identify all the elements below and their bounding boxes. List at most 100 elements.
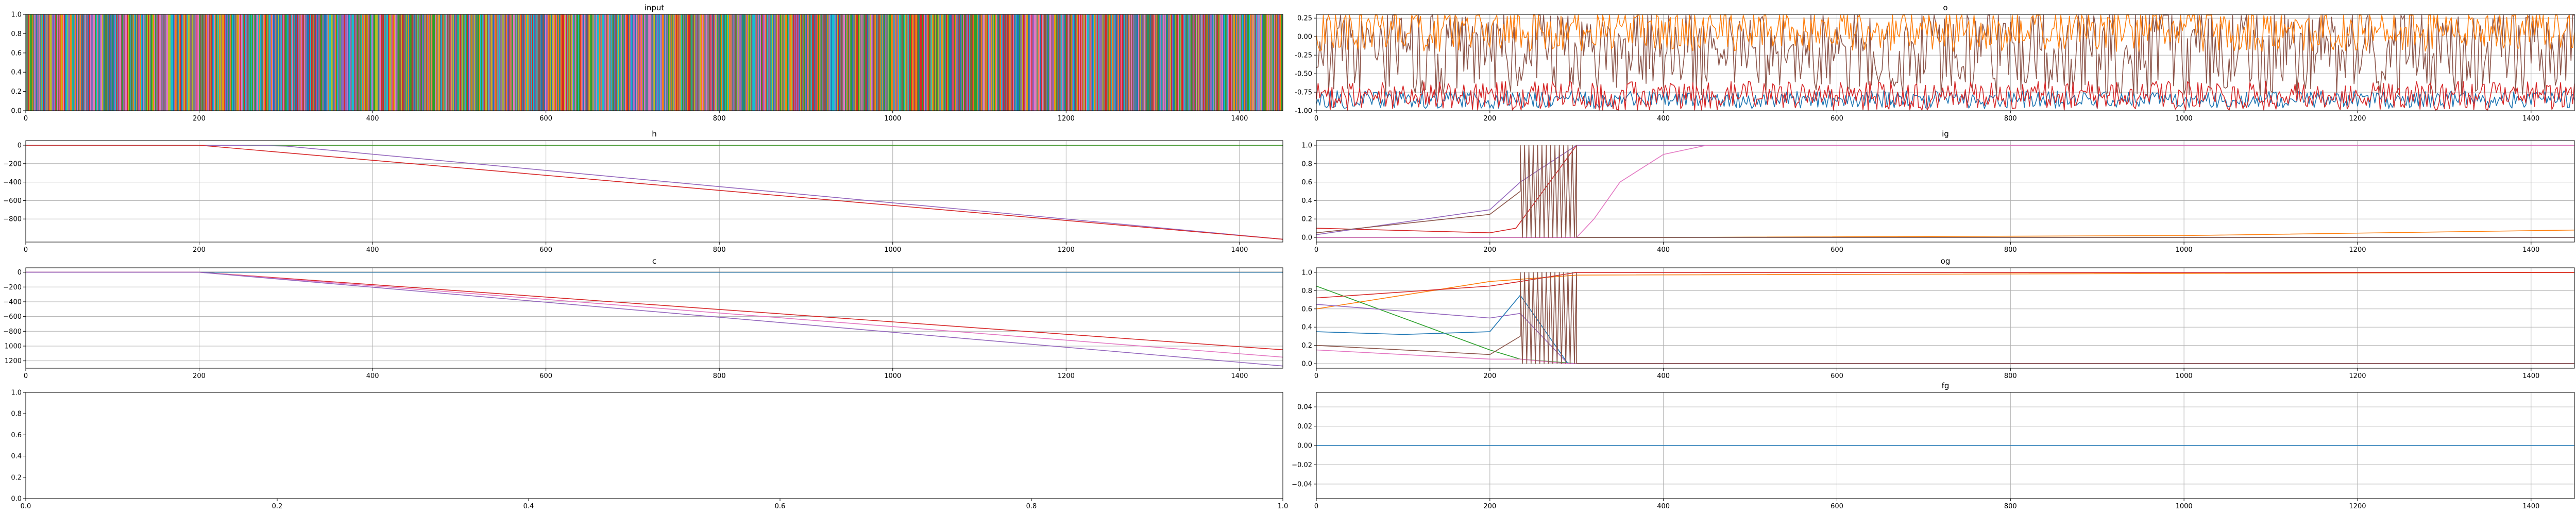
input-bar [536, 14, 538, 111]
input-bar [753, 14, 755, 111]
input-bar [504, 14, 506, 111]
x-tick-label: 1400 [2522, 246, 2539, 254]
x-tick-label: 0.0 [21, 503, 31, 510]
x-tick-label: 200 [193, 115, 206, 123]
input-bar [1235, 14, 1236, 111]
input-bar [1180, 14, 1182, 111]
input-bar [531, 14, 533, 111]
input-bar [1014, 14, 1015, 111]
input-bar [112, 14, 114, 111]
input-bar [539, 14, 541, 111]
input-bar [193, 14, 195, 111]
input-bar [366, 14, 368, 111]
input-bar [243, 14, 245, 111]
input-bar [459, 14, 461, 111]
input-bar [301, 14, 303, 111]
input-bar [482, 14, 484, 111]
input-bar [79, 14, 81, 111]
input-bar [76, 14, 77, 111]
input-bar [826, 14, 827, 111]
input-bar [738, 14, 740, 111]
x-tick-label: 600 [539, 372, 552, 380]
input-bar [698, 14, 699, 111]
subplot-title-h: h [652, 129, 657, 139]
input-bar [260, 14, 261, 111]
input-bar [725, 14, 727, 111]
x-tick-label: 0 [24, 115, 28, 123]
y-tick-label: -1.00 [1295, 108, 1312, 115]
input-bar [328, 14, 330, 111]
input-bar [198, 14, 200, 111]
input-bar [567, 14, 569, 111]
input-bar [696, 14, 698, 111]
input-bar [778, 14, 779, 111]
input-bar [1108, 14, 1109, 111]
input-bar [988, 14, 990, 111]
input-bar [1143, 14, 1145, 111]
input-bar [1196, 14, 1198, 111]
input-bar [527, 14, 528, 111]
input-bar [396, 14, 397, 111]
input-bar [911, 14, 913, 111]
input-bar [95, 14, 96, 111]
input-bar [683, 14, 684, 111]
input-bar [1023, 14, 1025, 111]
input-bar [78, 14, 80, 111]
input-bar [819, 14, 821, 111]
input-bar [200, 14, 201, 111]
input-bar [113, 14, 115, 111]
input-bar [268, 14, 270, 111]
input-bar [1133, 14, 1135, 111]
input-bar [93, 14, 95, 111]
input-bar [750, 14, 751, 111]
input-bar [718, 14, 720, 111]
input-bar [242, 14, 244, 111]
input-bar [868, 14, 870, 111]
input-bar [658, 14, 660, 111]
input-bar [454, 14, 456, 111]
input-bar [1236, 14, 1238, 111]
input-bar [915, 14, 917, 111]
input-bar [306, 14, 307, 111]
input-bar [238, 14, 240, 111]
input-bar [703, 14, 704, 111]
input-bar [1253, 14, 1255, 111]
input-bar [289, 14, 291, 111]
input-bar [941, 14, 943, 111]
input-bar [1078, 14, 1080, 111]
input-bar [1226, 14, 1228, 111]
input-bar [498, 14, 500, 111]
input-bar [1019, 14, 1021, 111]
input-bar [838, 14, 840, 111]
input-bar [754, 14, 755, 111]
input-bar [606, 14, 608, 111]
input-bar [187, 14, 189, 111]
input-bar [411, 14, 413, 111]
input-bar [637, 14, 638, 111]
input-bar [1151, 14, 1154, 111]
input-bar [681, 14, 683, 111]
input-bar [939, 14, 941, 111]
input-bar [765, 14, 767, 111]
input-bar [929, 14, 930, 111]
input-bar [514, 14, 515, 111]
input-bar [518, 14, 520, 111]
input-bar [1035, 14, 1037, 111]
input-bar [622, 14, 624, 111]
input-bar [74, 14, 76, 111]
x-tick-label: 0 [24, 372, 28, 380]
input-bar [156, 14, 157, 111]
input-bar [326, 14, 327, 111]
input-bar [188, 14, 189, 111]
input-bar [548, 14, 550, 111]
input-bar [1219, 14, 1221, 111]
input-bar [969, 14, 971, 111]
input-bar [845, 14, 848, 111]
input-bar [82, 14, 83, 111]
input-bar [980, 14, 981, 111]
input-bar [649, 14, 651, 111]
input-bar [253, 14, 255, 111]
input-bar [732, 14, 734, 111]
input-bar [608, 14, 610, 111]
input-bar [194, 14, 195, 111]
